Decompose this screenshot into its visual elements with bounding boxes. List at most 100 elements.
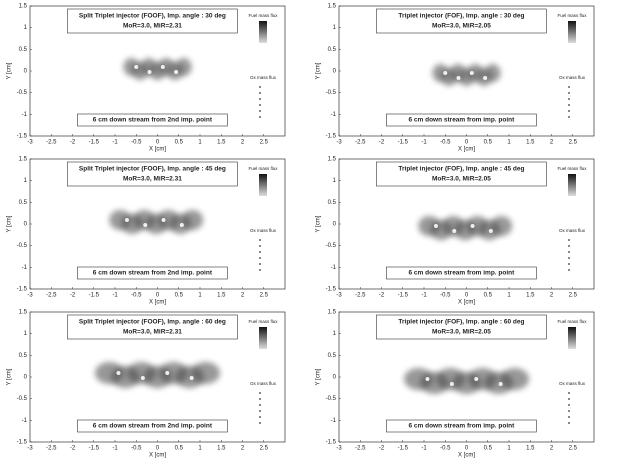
legend-swatch — [259, 245, 261, 247]
spray-core — [190, 376, 194, 380]
x-axis-label: X [cm] — [458, 453, 475, 459]
x-tick-label: -2.5 — [46, 293, 57, 299]
x-axis-label: X [cm] — [149, 453, 166, 459]
x-tick-label: -3 — [336, 293, 342, 299]
legend-label: Fuel mass flux — [248, 166, 278, 171]
x-tick-label: -3 — [336, 446, 342, 452]
x-tick-label: -1.5 — [89, 446, 100, 452]
legend-swatch — [259, 269, 261, 271]
y-tick-label: 1.5 — [328, 4, 337, 10]
y-axis-label: Y [cm] — [316, 368, 322, 385]
x-tick-label: 0 — [465, 293, 469, 299]
x-tick-label: 2 — [241, 293, 245, 299]
y-tick-label: -1 — [331, 112, 337, 118]
x-tick-label: 0 — [156, 140, 160, 146]
legend-swatch — [568, 98, 570, 100]
x-tick-label: 2.5 — [569, 140, 578, 146]
x-tick-label: 0 — [156, 293, 160, 299]
x-tick-label: 1.5 — [217, 446, 226, 452]
x-tick-label: -2.5 — [46, 446, 57, 452]
spray-core — [162, 218, 166, 222]
x-tick-label: -1.5 — [398, 446, 409, 452]
legend-swatch — [259, 398, 261, 400]
x-tick-label: -1 — [421, 293, 427, 299]
x-axis-label: X [cm] — [458, 147, 475, 153]
x-tick-label: -0.5 — [440, 293, 451, 299]
legend-swatch — [259, 92, 261, 94]
x-axis-label: X [cm] — [149, 300, 166, 306]
y-tick-label: -1 — [22, 418, 28, 424]
spray-core — [425, 377, 429, 381]
x-tick-label: -3 — [27, 446, 33, 452]
legend-label: Ox mass flux — [250, 228, 277, 233]
legend-swatch — [259, 392, 261, 394]
x-tick-label: 0.5 — [484, 446, 493, 452]
spray-core — [499, 382, 503, 386]
legend-swatch — [568, 404, 570, 406]
x-tick-label: -2 — [70, 140, 76, 146]
x-tick-label: -2 — [379, 140, 385, 146]
y-tick-label: 1.5 — [328, 310, 337, 316]
panel: -3-2.5-2-1.5-1-0.500.511.522.5-1.5-1-0.5… — [316, 4, 594, 153]
legend-label: Ox mass flux — [250, 381, 277, 386]
legend-swatch — [568, 269, 570, 271]
y-tick-label: -1 — [22, 112, 28, 118]
legend-swatch — [568, 410, 570, 412]
legend-swatch — [568, 251, 570, 253]
x-tick-label: -2.5 — [355, 140, 366, 146]
spray-core — [434, 224, 438, 228]
figure: -3 -2.5 -2 -1.5 -1 -0.5 0 0.5 1 1.5 2 2.5 -1.5 -1 -0.5… — [0, 0, 618, 459]
legend-swatch — [259, 116, 261, 118]
legend-colorbar — [568, 174, 576, 196]
spray-core — [483, 76, 487, 80]
y-tick-label: -1 — [331, 418, 337, 424]
y-tick-label: 0.5 — [19, 200, 28, 206]
spray-cloud — [191, 362, 220, 384]
x-tick-label: 2.5 — [260, 140, 269, 146]
spray-cloud — [181, 210, 203, 230]
legend-label: Fuel mass flux — [557, 319, 587, 324]
legend-swatch — [568, 86, 570, 88]
spray-core — [450, 382, 454, 386]
x-tick-label: 1 — [198, 293, 202, 299]
panel-subtitle: MoR=3.0, MiR=2.31 — [123, 23, 182, 30]
legend-swatch — [259, 251, 261, 253]
y-tick-label: 0 — [24, 222, 28, 228]
x-tick-label: -2 — [70, 446, 76, 452]
x-tick-label: 1.5 — [217, 293, 226, 299]
y-axis-label: Y [cm] — [7, 62, 13, 79]
x-tick-label: -1.5 — [398, 140, 409, 146]
x-tick-label: -1.5 — [89, 140, 100, 146]
legend-colorbar — [259, 174, 267, 196]
panel-title: Triplet injector (FOF), Imp. angle : 60 … — [398, 319, 524, 326]
y-tick-label: 0.5 — [19, 353, 28, 359]
x-tick-label: -1 — [112, 140, 118, 146]
x-tick-label: 0 — [465, 446, 469, 452]
x-tick-label: -2.5 — [355, 293, 366, 299]
legend-swatch — [568, 422, 570, 424]
x-tick-label: 2 — [550, 293, 554, 299]
spray-core — [161, 65, 165, 69]
panel-title: Split Triplet injector (FOOF), Imp. angl… — [79, 166, 226, 173]
x-tick-label: -2.5 — [46, 140, 57, 146]
legend-swatch — [259, 110, 261, 112]
x-tick-label: -1 — [112, 293, 118, 299]
x-tick-label: 1.5 — [217, 140, 226, 146]
y-tick-label: 1.5 — [19, 157, 28, 163]
x-tick-label: 1 — [507, 293, 511, 299]
x-tick-label: 1 — [507, 140, 511, 146]
x-tick-label: 2 — [550, 446, 554, 452]
x-tick-label: -3 — [27, 293, 33, 299]
x-tick-label: 0.5 — [175, 293, 184, 299]
y-tick-label: -0.5 — [326, 396, 337, 402]
x-tick-label: 1.5 — [526, 140, 535, 146]
spray-core — [143, 223, 147, 227]
legend-swatch — [568, 245, 570, 247]
x-tick-label: 0.5 — [175, 140, 184, 146]
annotation: 6 cm down stream from imp. point — [408, 117, 515, 124]
x-tick-label: 2.5 — [260, 446, 269, 452]
x-tick-label: -2 — [70, 293, 76, 299]
y-tick-label: 1 — [24, 331, 28, 337]
